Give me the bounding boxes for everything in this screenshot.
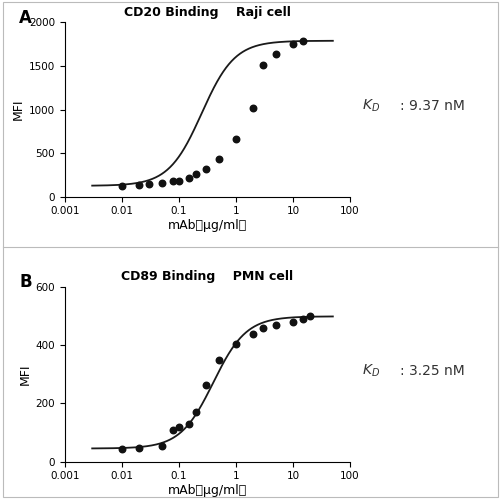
Point (170, 426, 177, 434)
Point (192, 408, 200, 416)
Point (299, 37, 307, 45)
Point (249, 104, 257, 112)
Point (299, 315, 307, 323)
Y-axis label: MFI: MFI (18, 364, 32, 385)
Point (118, 182, 126, 190)
Point (158, 179, 166, 187)
Text: $K_D$: $K_D$ (362, 98, 380, 114)
Point (259, 324, 267, 332)
Point (215, 155, 223, 163)
Point (306, 312, 314, 320)
Point (289, 318, 297, 326)
Point (135, 444, 143, 452)
Point (272, 50, 280, 58)
Text: : 9.37 nM: : 9.37 nM (400, 99, 465, 113)
Point (215, 356, 223, 364)
Text: B: B (20, 273, 32, 291)
Point (259, 61, 267, 69)
Title: CD89 Binding    PMN cell: CD89 Binding PMN cell (122, 270, 294, 283)
Point (249, 330, 257, 338)
Point (185, 174, 193, 182)
Point (272, 321, 280, 329)
Point (135, 181, 143, 189)
Point (170, 178, 177, 186)
Point (145, 180, 153, 188)
Point (175, 423, 183, 431)
X-axis label: mAb（μg/ml）: mAb（μg/ml） (168, 484, 247, 497)
Point (202, 382, 210, 390)
Point (289, 40, 297, 48)
Point (118, 445, 126, 453)
Text: A: A (20, 8, 32, 26)
Point (202, 165, 210, 173)
Point (175, 177, 183, 185)
Text: : 3.25 nM: : 3.25 nM (400, 364, 464, 378)
Y-axis label: MFI: MFI (12, 99, 25, 120)
Point (185, 421, 193, 429)
Point (232, 340, 240, 348)
Title: CD20 Binding    Raji cell: CD20 Binding Raji cell (124, 5, 291, 18)
X-axis label: mAb（μg/ml）: mAb（μg/ml） (168, 219, 247, 232)
Point (158, 443, 166, 451)
Point (232, 135, 240, 143)
Point (192, 170, 200, 178)
Text: $K_D$: $K_D$ (362, 363, 380, 379)
